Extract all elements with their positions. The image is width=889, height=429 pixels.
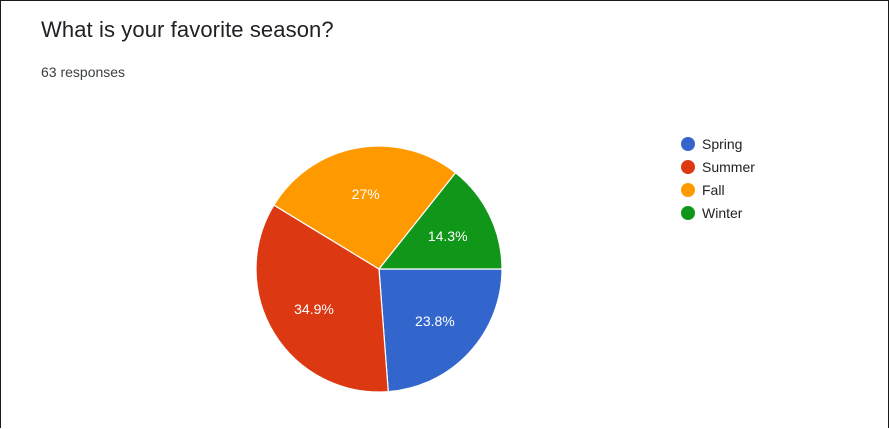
legend-item-winter[interactable]: Winter — [681, 201, 755, 224]
slice-label-spring: 23.8% — [415, 313, 455, 329]
response-count: 63 responses — [41, 64, 126, 80]
legend-label-fall: Fall — [702, 181, 725, 198]
slice-label-summer: 34.9% — [294, 301, 334, 317]
slice-label-winter: 14.3% — [428, 228, 468, 244]
pie-slices — [255, 145, 503, 393]
pie-slice-labels: 23.8% 34.9% 27% 14.3% — [294, 186, 467, 329]
pie-slice-spring[interactable] — [378, 268, 503, 393]
legend-item-summer[interactable]: Summer — [681, 155, 755, 178]
legend-item-fall[interactable]: Fall — [681, 178, 755, 201]
pie-slice-summer[interactable] — [255, 204, 389, 393]
legend-swatch-fall — [681, 182, 695, 197]
legend-swatch-spring — [681, 136, 695, 151]
legend-label-summer: Summer — [702, 158, 755, 175]
legend-swatch-summer — [681, 159, 695, 174]
pie-slice-winter[interactable] — [378, 172, 503, 270]
chart-legend: Spring Summer Fall Winter — [681, 132, 755, 224]
legend-swatch-winter — [681, 205, 695, 220]
legend-label-winter: Winter — [702, 204, 743, 221]
slice-label-fall: 27% — [352, 186, 380, 202]
pie-slice-fall[interactable] — [273, 145, 457, 270]
legend-label-spring: Spring — [702, 135, 743, 152]
chart-title: What is your favorite season? — [41, 17, 334, 42]
legend-item-spring[interactable]: Spring — [681, 132, 755, 155]
